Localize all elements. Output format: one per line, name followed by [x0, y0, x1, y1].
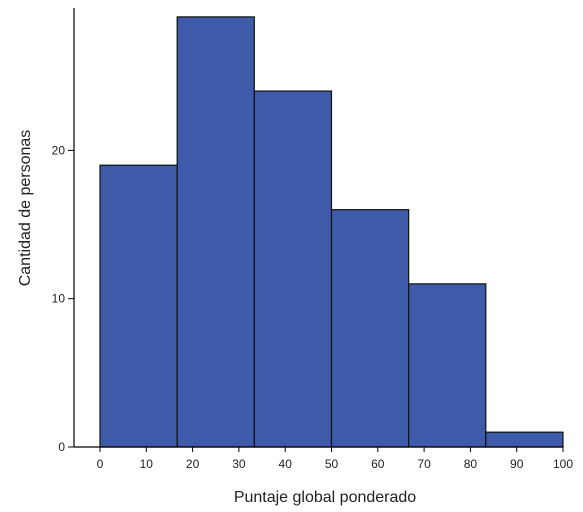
x-tick-label: 50 [325, 457, 339, 471]
x-tick-label: 40 [279, 457, 293, 471]
axes-group [73, 8, 563, 448]
x-tick-label: 0 [97, 457, 104, 471]
x-tick-label: 30 [232, 457, 246, 471]
x-tick-label: 70 [417, 457, 431, 471]
histogram-bar-3 [330, 209, 410, 448]
histogram-bar-2 [253, 90, 333, 448]
histogram-bar-1 [176, 16, 255, 448]
x-tick-label: 20 [186, 457, 200, 471]
x-ticks-group: 0 10 20 30 40 50 60 70 80 90 100 [97, 447, 573, 471]
y-tick-label: 10 [52, 292, 66, 306]
x-tick-label: 10 [140, 457, 154, 471]
y-ticks-group: 0 10 20 [52, 143, 74, 454]
x-axis-title: Puntaje global ponderado [234, 489, 416, 506]
histogram-bar-4 [408, 283, 487, 448]
histogram-bar-0 [99, 164, 178, 448]
histogram-bar-5 [485, 431, 564, 448]
y-tick-label: 0 [58, 440, 65, 454]
x-tick-label: 80 [464, 457, 478, 471]
x-tick-label: 90 [510, 457, 524, 471]
y-tick-label: 20 [52, 143, 66, 157]
y-axis-title: Cantidad de personas [17, 130, 34, 287]
x-tick-label: 100 [553, 457, 573, 471]
bars-group [99, 16, 564, 448]
x-tick-label: 60 [371, 457, 385, 471]
